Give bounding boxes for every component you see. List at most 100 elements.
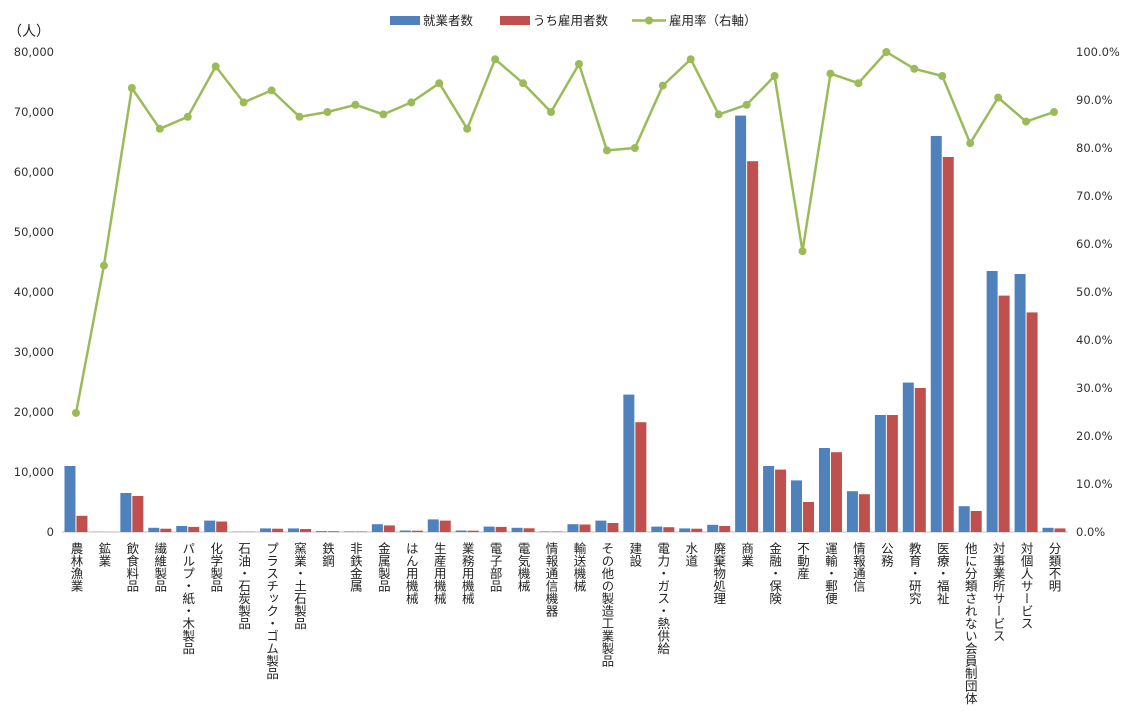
bar-workers: [623, 394, 635, 532]
category-label: 医療・福祉: [935, 542, 950, 605]
legend-item: うち雇用者数: [500, 13, 609, 28]
bar-employees: [495, 526, 507, 532]
category-label: 飲食料品: [124, 541, 139, 592]
bar-employees: [188, 526, 200, 532]
y-left-tick-label: 50,000: [14, 225, 54, 239]
bar-employees: [663, 527, 675, 532]
rate-point: [574, 60, 583, 68]
bar-employees: [579, 524, 591, 532]
bar-workers: [176, 526, 188, 532]
category-label: 対個人サービス: [1019, 542, 1034, 630]
bar-workers: [874, 415, 886, 532]
category-label: 運輸・郵便: [823, 542, 838, 605]
bar-employees: [411, 530, 423, 532]
rate-point: [938, 72, 947, 80]
bar-employees: [383, 525, 395, 532]
bar-employees: [132, 496, 144, 532]
category-label: はん用機械: [404, 542, 419, 605]
rate-point: [211, 62, 220, 71]
rate-line: [71, 48, 1059, 417]
bar-workers: [64, 466, 76, 532]
y-left-tick-label: 60,000: [14, 165, 54, 179]
category-label: 電気機械: [516, 542, 531, 592]
category-label: 建設: [627, 542, 642, 567]
bar-workers: [539, 531, 551, 532]
rate-point: [714, 110, 723, 119]
y-right-tick-label: 40.0%: [1076, 333, 1113, 347]
legend-label: うち雇用者数: [533, 13, 609, 28]
y-right-tick-label: 60.0%: [1076, 237, 1113, 251]
bar-workers: [260, 528, 272, 532]
y-left-tick-label: 20,000: [14, 405, 54, 419]
legend: 就業者数 うち雇用者数 雇用率（右軸）: [390, 13, 757, 28]
legend-swatch: [390, 16, 420, 25]
category-label: 公務: [879, 542, 894, 568]
bar-employees: [1054, 528, 1066, 532]
bar-workers: [902, 382, 914, 532]
y-right-tick-label: 50.0%: [1076, 285, 1113, 299]
bar-workers: [846, 491, 858, 532]
category-label: 電子部品: [488, 542, 503, 592]
category-label: 情報通信: [851, 542, 866, 593]
rate-point: [798, 247, 807, 256]
category-label: 分類不明: [1047, 542, 1062, 593]
bar-workers: [651, 526, 663, 532]
category-label: 金属製品: [376, 541, 391, 592]
rate-point: [854, 79, 863, 88]
category-label: 他に分類されない会員制団体: [963, 542, 978, 705]
category-label: パルプ・紙・木製品: [180, 542, 195, 655]
rate-point: [602, 146, 611, 155]
rate-point: [882, 48, 891, 56]
bar-employees: [467, 530, 479, 532]
category-label: 金融・保険: [767, 541, 782, 605]
rate-point: [658, 81, 667, 90]
bar-employees: [886, 415, 898, 532]
category-label: 輸送機械: [571, 541, 586, 592]
category-label: 生産用機械: [432, 542, 447, 605]
bar-workers: [288, 528, 300, 532]
rate-point: [127, 84, 136, 92]
bar-workers: [399, 530, 411, 532]
bar-employees: [914, 388, 926, 532]
bar-employees: [607, 523, 619, 532]
category-label: 業務用機械: [460, 541, 475, 605]
rate-point: [630, 144, 639, 152]
bar-workers: [343, 531, 355, 532]
bar-employees: [719, 526, 731, 532]
y-right-tick-label: 10.0%: [1076, 477, 1113, 491]
y-right-tick-label: 100.0%: [1076, 45, 1120, 59]
rate-point: [519, 79, 528, 88]
bar-employees: [775, 469, 787, 532]
bar-workers: [120, 493, 132, 532]
bar-workers: [455, 530, 467, 532]
y-right-tick-label: 70.0%: [1076, 189, 1113, 203]
bar-workers: [427, 519, 439, 532]
y-right-tick-label: 80.0%: [1076, 141, 1113, 155]
bar-employees: [355, 531, 367, 532]
bar-workers: [791, 480, 803, 532]
bar-employees: [635, 422, 647, 532]
bar-workers: [735, 115, 747, 532]
category-label: 商業: [739, 541, 754, 567]
category-label: その他の製造工業製品: [599, 542, 614, 667]
bar-employees: [858, 494, 870, 532]
bar-workers: [595, 520, 607, 532]
bar-employees: [970, 511, 982, 532]
bar-employees: [747, 161, 759, 532]
bar-employees: [551, 531, 563, 532]
y-left-tick-label: 70,000: [14, 105, 54, 119]
bar-employees: [76, 515, 88, 532]
bar-employees: [216, 521, 228, 532]
bar-employees: [272, 528, 284, 532]
bar-workers: [707, 524, 719, 532]
rate-point: [155, 124, 164, 133]
category-label: 窯業・土石製品: [292, 541, 307, 630]
category-label: 非鉄金属: [348, 542, 363, 593]
category-label: 教育・研究: [907, 541, 922, 605]
category-label: 繊維製品: [152, 541, 167, 592]
category-label: プラスチック・ゴム製品: [264, 542, 279, 680]
bar-workers: [818, 448, 830, 532]
legend-label: 就業者数: [423, 13, 474, 28]
bar-employees: [803, 502, 815, 532]
